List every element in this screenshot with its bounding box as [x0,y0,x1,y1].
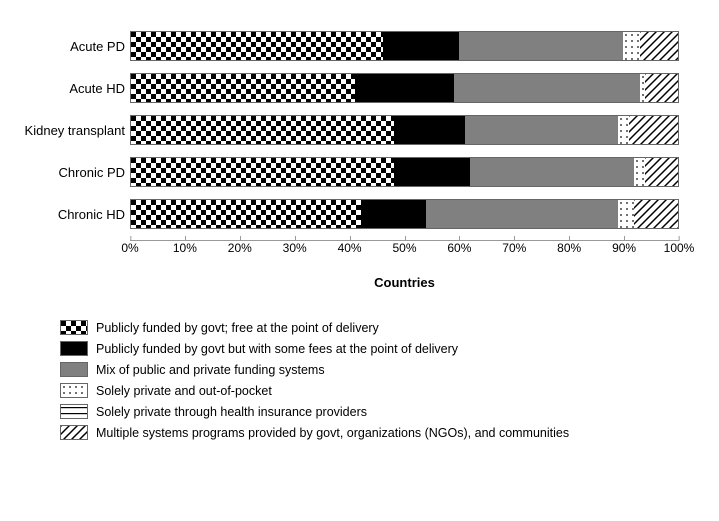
bar-segment [465,116,618,144]
legend-swatch [60,341,88,356]
bar-segment [459,32,623,60]
bar-segment [454,74,640,102]
x-tick: 90% [612,241,636,255]
bar-row: Acute HD [130,72,679,104]
bar-category-label: Acute PD [20,39,130,54]
bar-row: Chronic HD [130,198,679,230]
legend-label: Mix of public and private funding system… [96,363,325,377]
bar-segment [131,158,394,186]
bar-segment [640,32,678,60]
legend-label: Publicly funded by govt; free at the poi… [96,321,379,335]
bar-category-label: Kidney transplant [20,123,130,138]
bar-segment [361,200,427,228]
legend-swatch [60,404,88,419]
legend-label: Multiple systems programs provided by go… [96,426,569,440]
legend-item: Mix of public and private funding system… [60,362,699,377]
bar-category-label: Chronic PD [20,165,130,180]
x-tick: 60% [447,241,471,255]
x-tick: 20% [228,241,252,255]
bar-segment [131,74,355,102]
x-tick: 0% [121,241,138,255]
legend-item: Solely private and out-of-pocket [60,383,699,398]
legend-swatch [60,383,88,398]
stacked-bar [130,157,679,187]
bar-segment [623,32,639,60]
bar-segment [645,158,678,186]
bar-segment [394,116,465,144]
stacked-bar [130,31,679,61]
bar-segment [634,158,645,186]
bar-segment [355,74,453,102]
bar-row: Kidney transplant [130,114,679,146]
bar-segment [426,200,617,228]
legend-item: Multiple systems programs provided by go… [60,425,699,440]
bar-segment [634,200,678,228]
x-tick: 70% [502,241,526,255]
legend-label: Solely private through health insurance … [96,405,367,419]
legend-item: Publicly funded by govt; free at the poi… [60,320,699,335]
bar-segment [629,116,678,144]
stacked-bar [130,199,679,229]
bar-segment [394,158,471,186]
bar-segment [470,158,634,186]
x-tick: 30% [283,241,307,255]
legend-item: Publicly funded by govt but with some fe… [60,341,699,356]
bars-container: Acute PD Acute HD Kidney transplant Chronic… [130,30,679,230]
x-tick: 40% [338,241,362,255]
stacked-bar [130,73,679,103]
x-axis: 0%10%20%30%40%50%60%70%80%90%100% [130,240,679,261]
x-axis-label: Countries [130,275,679,290]
legend-swatch [60,362,88,377]
legend-label: Publicly funded by govt but with some fe… [96,342,458,356]
bar-segment [645,74,678,102]
bar-segment [131,32,383,60]
bar-segment [383,32,460,60]
legend-label: Solely private and out-of-pocket [96,384,272,398]
bar-row: Chronic PD [130,156,679,188]
bar-category-label: Acute HD [20,81,130,96]
bar-segment [618,116,629,144]
x-tick: 10% [173,241,197,255]
chart-area: Acute PD Acute HD Kidney transplant Chronic… [130,30,679,290]
legend-swatch [60,425,88,440]
legend-item: Solely private through health insurance … [60,404,699,419]
bar-segment [131,200,361,228]
x-tick: 80% [557,241,581,255]
x-tick: 50% [392,241,416,255]
stacked-bar [130,115,679,145]
bar-row: Acute PD [130,30,679,62]
bar-segment [618,200,634,228]
legend-swatch [60,320,88,335]
bar-category-label: Chronic HD [20,207,130,222]
legend: Publicly funded by govt; free at the poi… [60,320,699,440]
bar-segment [131,116,394,144]
x-tick: 100% [664,241,695,255]
